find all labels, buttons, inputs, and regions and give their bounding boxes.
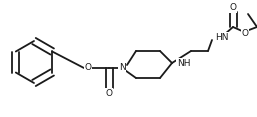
Text: NH: NH — [177, 58, 190, 68]
Text: HN: HN — [215, 33, 228, 42]
Text: O: O — [85, 64, 91, 73]
Text: N: N — [119, 64, 125, 73]
Text: O: O — [106, 88, 113, 97]
Text: O: O — [230, 4, 236, 13]
Text: O: O — [242, 29, 249, 38]
